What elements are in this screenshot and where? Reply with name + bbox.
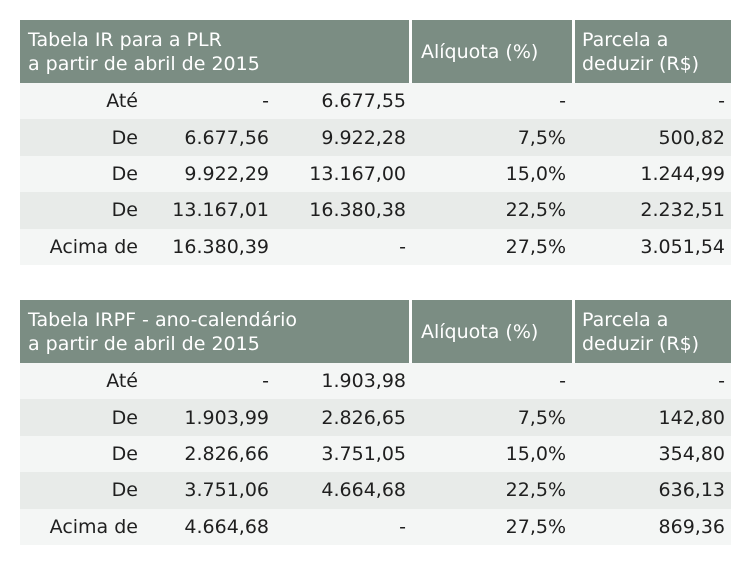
table-row: De 9.922,29 13.167,00 15,0% 1.244,99 [20, 155, 731, 193]
deduct-cell: - [718, 370, 725, 393]
range-to: 4.664,68 [321, 479, 406, 502]
table-title: Tabela IRPF - ano-calendário a partir de… [20, 300, 409, 363]
deduct-cell: 636,13 [658, 479, 725, 502]
deduct-cell: 500,82 [658, 126, 725, 149]
range-from: - [262, 90, 269, 113]
range-from: 6.677,56 [184, 126, 269, 149]
range-to: - [399, 235, 406, 258]
table-title-line: Tabela IRPF - ano-calendário [28, 309, 297, 331]
table-header: Tabela IR para a PLR a partir de abril d… [20, 20, 731, 83]
table-row: Até - 6.677,55 - - [20, 83, 731, 120]
deduct-cell: 354,80 [658, 442, 725, 465]
range-from: 4.664,68 [184, 515, 269, 538]
table-title-line: Tabela IR para a PLR [28, 29, 222, 51]
column-header-parcela-line2: deduzir (R$) [582, 333, 700, 355]
range-from: 2.826,66 [184, 442, 269, 465]
deduct-cell: 869,36 [658, 515, 725, 538]
range-to: 16.380,38 [309, 199, 406, 222]
column-header-parcela-line1: Parcela a [582, 29, 669, 51]
range-from: 9.922,29 [184, 162, 269, 185]
deduct-cell: 1.244,99 [640, 162, 725, 185]
rate-cell: 27,5% [505, 515, 566, 538]
deduct-cell: 142,80 [658, 406, 725, 429]
rate-cell: 22,5% [505, 479, 566, 502]
table-row: Até - 1.903,98 - - [20, 363, 731, 400]
column-header-aliquota: Alíquota (%) [412, 300, 572, 363]
plr-tax-table: Tabela IR para a PLR a partir de abril d… [20, 20, 731, 265]
range-from: 1.903,99 [184, 406, 269, 429]
range-from: 16.380,39 [172, 235, 269, 258]
rate-cell: 7,5% [517, 406, 566, 429]
deduct-cell: 3.051,54 [640, 235, 725, 258]
table-row: De 2.826,66 3.751,05 15,0% 354,80 [20, 435, 731, 473]
rate-cell: 7,5% [517, 126, 566, 149]
range-to: 3.751,05 [321, 442, 406, 465]
table-subtitle-line: a partir de abril de 2015 [28, 53, 260, 75]
row-label: De [111, 442, 138, 465]
range-to: - [399, 515, 406, 538]
rate-cell: - [559, 90, 566, 113]
row-label: Acima de [49, 515, 138, 538]
table-row: De 6.677,56 9.922,28 7,5% 500,82 [20, 119, 731, 156]
table-header: Tabela IRPF - ano-calendário a partir de… [20, 300, 731, 363]
table-row: De 3.751,06 4.664,68 22,5% 636,13 [20, 472, 731, 509]
column-header-parcela: Parcela a deduzir (R$) [575, 20, 731, 83]
range-from: 3.751,06 [184, 479, 269, 502]
row-label: De [111, 479, 138, 502]
range-to: 13.167,00 [309, 162, 406, 185]
deduct-cell: - [718, 90, 725, 113]
table-title: Tabela IR para a PLR a partir de abril d… [20, 20, 409, 83]
table-row: De 13.167,01 16.380,38 22,5% 2.232,51 [20, 192, 731, 229]
table-row: Acima de 4.664,68 - 27,5% 869,36 [20, 508, 731, 545]
range-to: 6.677,55 [321, 90, 406, 113]
table-subtitle-line: a partir de abril de 2015 [28, 333, 260, 355]
range-to: 1.903,98 [321, 370, 406, 393]
table-row: De 1.903,99 2.826,65 7,5% 142,80 [20, 399, 731, 436]
rate-cell: 15,0% [505, 162, 566, 185]
row-label: De [111, 406, 138, 429]
row-label: Acima de [49, 235, 138, 258]
row-label: De [111, 126, 138, 149]
column-header-aliquota: Alíquota (%) [412, 20, 572, 83]
range-to: 2.826,65 [321, 406, 406, 429]
rate-cell: - [559, 370, 566, 393]
column-header-parcela-line1: Parcela a [582, 309, 669, 331]
range-from: - [262, 370, 269, 393]
column-header-parcela-line2: deduzir (R$) [582, 53, 700, 75]
column-header-parcela: Parcela a deduzir (R$) [575, 300, 731, 363]
range-to: 9.922,28 [321, 126, 406, 149]
table-row: Acima de 16.380,39 - 27,5% 3.051,54 [20, 228, 731, 265]
row-label: De [111, 162, 138, 185]
irpf-tax-table: Tabela IRPF - ano-calendário a partir de… [20, 300, 731, 545]
row-label: Até [106, 370, 138, 393]
rate-cell: 27,5% [505, 235, 566, 258]
deduct-cell: 2.232,51 [640, 199, 725, 222]
rate-cell: 15,0% [505, 442, 566, 465]
range-from: 13.167,01 [172, 199, 269, 222]
row-label: Até [106, 90, 138, 113]
row-label: De [111, 199, 138, 222]
rate-cell: 22,5% [505, 199, 566, 222]
